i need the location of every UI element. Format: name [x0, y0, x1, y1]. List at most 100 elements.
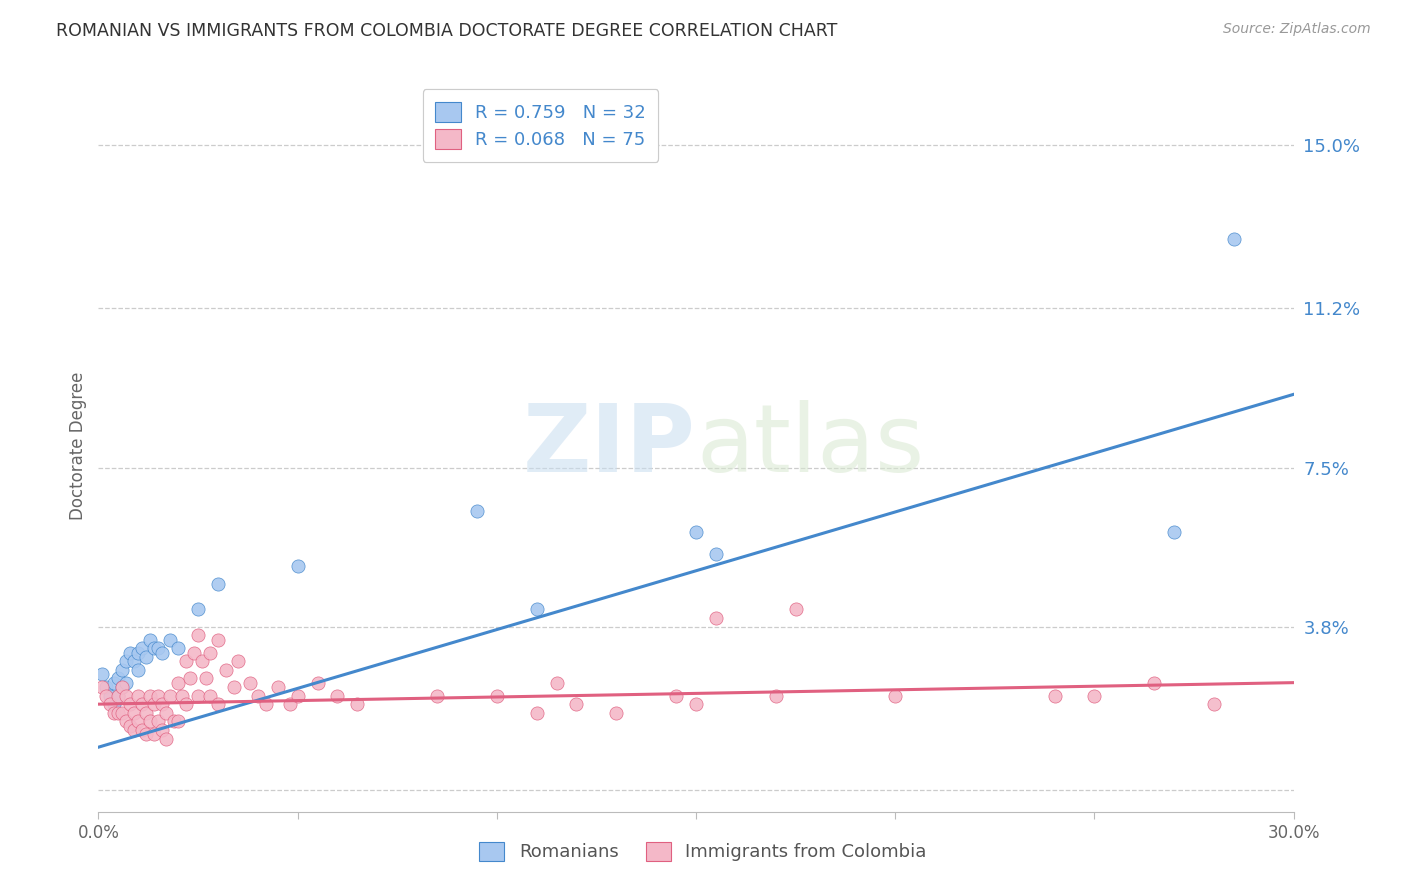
- Point: [124, 706, 146, 720]
- Point: [111, 680, 134, 694]
- Point: [155, 706, 177, 720]
- Point: [139, 714, 162, 729]
- Point: [107, 706, 129, 720]
- Point: [426, 689, 449, 703]
- Point: [143, 641, 166, 656]
- Point: [159, 689, 181, 703]
- Point: [1163, 524, 1185, 539]
- Point: [1083, 689, 1105, 703]
- Point: [485, 689, 508, 703]
- Point: [155, 731, 177, 746]
- Point: [143, 697, 166, 711]
- Point: [115, 654, 138, 668]
- Point: [254, 697, 277, 711]
- Point: [120, 697, 142, 711]
- Text: ZIP: ZIP: [523, 400, 696, 492]
- Point: [198, 689, 221, 703]
- Point: [139, 689, 162, 703]
- Point: [135, 727, 157, 741]
- Point: [96, 680, 118, 694]
- Point: [127, 689, 149, 703]
- Point: [191, 654, 214, 668]
- Point: [198, 646, 221, 660]
- Point: [546, 675, 568, 690]
- Point: [127, 663, 149, 677]
- Text: atlas: atlas: [696, 400, 924, 492]
- Point: [187, 628, 209, 642]
- Point: [765, 689, 787, 703]
- Point: [704, 611, 727, 625]
- Point: [120, 719, 142, 733]
- Point: [120, 646, 142, 660]
- Point: [115, 714, 138, 729]
- Point: [1043, 689, 1066, 703]
- Point: [124, 654, 146, 668]
- Point: [187, 689, 209, 703]
- Text: ROMANIAN VS IMMIGRANTS FROM COLOMBIA DOCTORATE DEGREE CORRELATION CHART: ROMANIAN VS IMMIGRANTS FROM COLOMBIA DOC…: [56, 22, 838, 40]
- Point: [287, 689, 309, 703]
- Legend: R = 0.759   N = 32, R = 0.068   N = 75: R = 0.759 N = 32, R = 0.068 N = 75: [423, 89, 658, 161]
- Point: [107, 671, 129, 685]
- Point: [222, 680, 245, 694]
- Point: [131, 723, 153, 737]
- Point: [207, 697, 229, 711]
- Point: [207, 576, 229, 591]
- Point: [287, 559, 309, 574]
- Point: [526, 602, 548, 616]
- Point: [148, 641, 170, 656]
- Point: [226, 654, 249, 668]
- Point: [135, 649, 157, 664]
- Point: [103, 675, 125, 690]
- Point: [785, 602, 807, 616]
- Point: [179, 671, 201, 685]
- Text: Source: ZipAtlas.com: Source: ZipAtlas.com: [1223, 22, 1371, 37]
- Point: [91, 667, 114, 681]
- Point: [246, 689, 269, 703]
- Point: [127, 646, 149, 660]
- Point: [605, 706, 627, 720]
- Point: [150, 697, 173, 711]
- Point: [150, 646, 173, 660]
- Point: [111, 663, 134, 677]
- Point: [148, 714, 170, 729]
- Point: [91, 680, 114, 694]
- Point: [565, 697, 588, 711]
- Point: [150, 723, 173, 737]
- Point: [107, 689, 129, 703]
- Point: [704, 547, 727, 561]
- Point: [131, 641, 153, 656]
- Point: [172, 689, 194, 703]
- Point: [685, 524, 707, 539]
- Point: [163, 714, 186, 729]
- Point: [167, 675, 190, 690]
- Point: [111, 680, 134, 694]
- Point: [346, 697, 368, 711]
- Point: [96, 689, 118, 703]
- Point: [207, 632, 229, 647]
- Point: [307, 675, 329, 690]
- Point: [127, 714, 149, 729]
- Point: [665, 689, 688, 703]
- Point: [1222, 232, 1246, 246]
- Point: [98, 689, 122, 703]
- Point: [267, 680, 290, 694]
- Point: [174, 697, 197, 711]
- Point: [159, 632, 181, 647]
- Point: [143, 727, 166, 741]
- Point: [148, 689, 170, 703]
- Point: [135, 706, 157, 720]
- Point: [167, 641, 190, 656]
- Y-axis label: Doctorate Degree: Doctorate Degree: [69, 372, 87, 520]
- Point: [326, 689, 349, 703]
- Point: [115, 675, 138, 690]
- Point: [194, 671, 218, 685]
- Point: [685, 697, 707, 711]
- Point: [115, 689, 138, 703]
- Point: [239, 675, 262, 690]
- Point: [465, 503, 488, 517]
- Point: [183, 646, 205, 660]
- Point: [526, 706, 548, 720]
- Point: [139, 632, 162, 647]
- Point: [278, 697, 301, 711]
- Point: [884, 689, 907, 703]
